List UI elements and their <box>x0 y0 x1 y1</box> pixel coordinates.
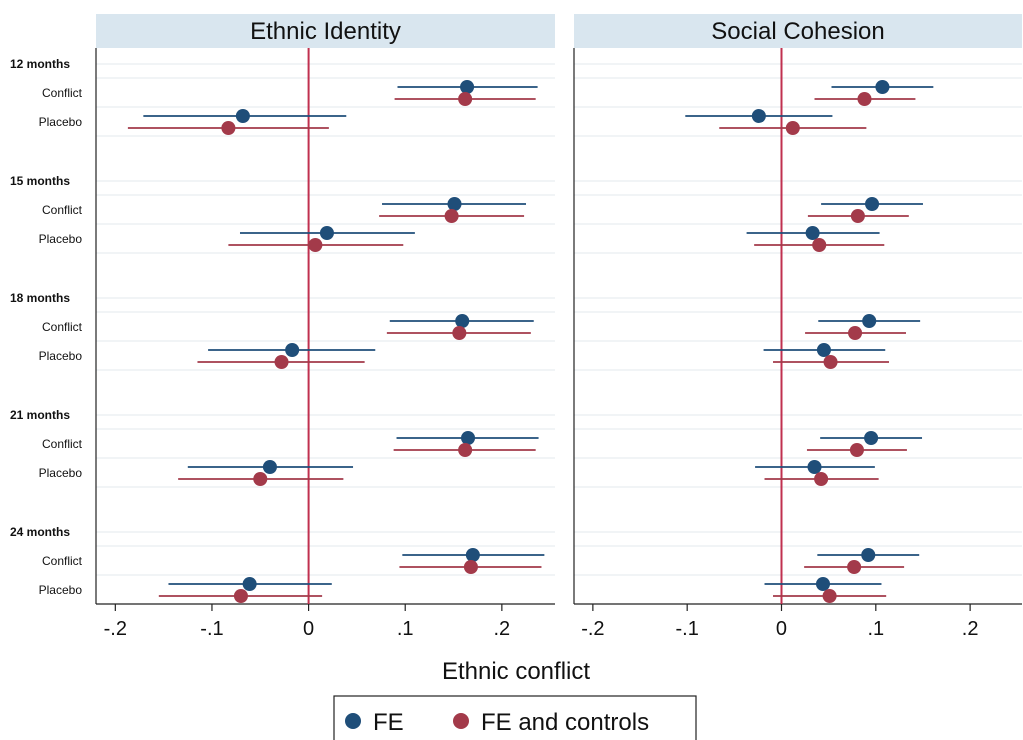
point-0-1-0-1 <box>444 209 459 223</box>
legend-label-1: FE and controls <box>481 709 649 736</box>
point-1-0-1-1 <box>785 121 800 135</box>
point-1-1-0-1 <box>850 209 865 223</box>
row-label-3-0: Conflict <box>42 437 83 451</box>
x-tick-label-0-1: -.1 <box>200 618 223 640</box>
point-1-0-1-0 <box>751 109 766 123</box>
row-label-0-1: Placebo <box>39 115 83 129</box>
point-1-2-0-1 <box>848 326 863 340</box>
x-tick-label-1-1: -.1 <box>676 618 699 640</box>
point-0-3-0-1 <box>458 443 473 457</box>
point-1-0-0-0 <box>875 80 890 94</box>
point-0-4-0-1 <box>463 560 478 574</box>
point-0-3-0-0 <box>461 431 476 445</box>
point-0-2-1-1 <box>274 355 289 369</box>
point-0-1-1-0 <box>319 226 334 240</box>
group-label-4: 24 months <box>10 525 70 539</box>
row-label-0-0: Conflict <box>42 86 83 100</box>
x-tick-label-1-3: .1 <box>867 618 884 640</box>
point-1-1-0-0 <box>865 197 880 211</box>
group-label-0: 12 months <box>10 57 70 71</box>
point-1-2-1-1 <box>823 355 838 369</box>
point-0-3-1-0 <box>262 460 277 474</box>
panel-header-1 <box>574 14 1022 48</box>
point-0-1-0-0 <box>447 197 462 211</box>
group-label-2: 18 months <box>10 291 70 305</box>
group-label-3: 21 months <box>10 408 70 422</box>
point-0-0-1-0 <box>235 109 250 123</box>
point-0-2-0-0 <box>455 314 470 328</box>
row-label-3-1: Placebo <box>39 466 83 480</box>
point-1-4-0-0 <box>861 548 876 562</box>
row-label-4-1: Placebo <box>39 583 83 597</box>
panel-title-1: Social Cohesion <box>711 18 884 45</box>
panel-header-0 <box>96 14 555 48</box>
row-label-2-0: Conflict <box>42 320 83 334</box>
point-0-4-1-1 <box>233 589 248 603</box>
x-tick-label-1-0: -.2 <box>581 618 604 640</box>
legend-marker-0 <box>345 713 361 729</box>
point-0-2-1-0 <box>285 343 300 357</box>
point-0-1-1-1 <box>308 238 323 252</box>
point-0-0-0-0 <box>460 80 475 94</box>
x-tick-label-1-2: 0 <box>776 618 787 640</box>
legend-label-0: FE <box>373 709 404 736</box>
point-1-4-1-0 <box>815 577 830 591</box>
legend-marker-1 <box>453 713 469 729</box>
row-label-4-0: Conflict <box>42 554 83 568</box>
x-tick-label-1-4: .2 <box>962 618 979 640</box>
point-0-4-1-0 <box>242 577 257 591</box>
point-1-2-0-0 <box>862 314 877 328</box>
point-0-3-1-1 <box>253 472 268 486</box>
point-1-1-1-1 <box>812 238 827 252</box>
point-1-3-0-1 <box>849 443 864 457</box>
legend-box <box>333 695 697 740</box>
point-1-0-0-1 <box>857 92 872 106</box>
row-label-1-0: Conflict <box>42 203 83 217</box>
x-tick-label-0-0: -.2 <box>104 618 127 640</box>
group-label-1: 15 months <box>10 174 70 188</box>
point-0-2-0-1 <box>452 326 467 340</box>
point-1-3-1-1 <box>814 472 829 486</box>
point-1-3-1-0 <box>807 460 822 474</box>
row-label-1-1: Placebo <box>39 232 83 246</box>
point-1-3-0-0 <box>864 431 879 445</box>
x-axis-title: Ethnic conflict <box>442 658 590 685</box>
x-tick-label-0-3: .1 <box>397 618 414 640</box>
point-1-4-0-1 <box>847 560 862 574</box>
row-label-2-1: Placebo <box>39 349 83 363</box>
x-tick-label-0-2: 0 <box>303 618 314 640</box>
x-tick-label-0-4: .2 <box>494 618 511 640</box>
point-1-1-1-0 <box>805 226 820 240</box>
point-1-2-1-0 <box>816 343 831 357</box>
point-0-0-1-1 <box>221 121 236 135</box>
point-0-0-0-1 <box>458 92 473 106</box>
point-0-4-0-0 <box>465 548 480 562</box>
point-1-4-1-1 <box>822 589 837 603</box>
panel-title-0: Ethnic Identity <box>250 18 401 45</box>
